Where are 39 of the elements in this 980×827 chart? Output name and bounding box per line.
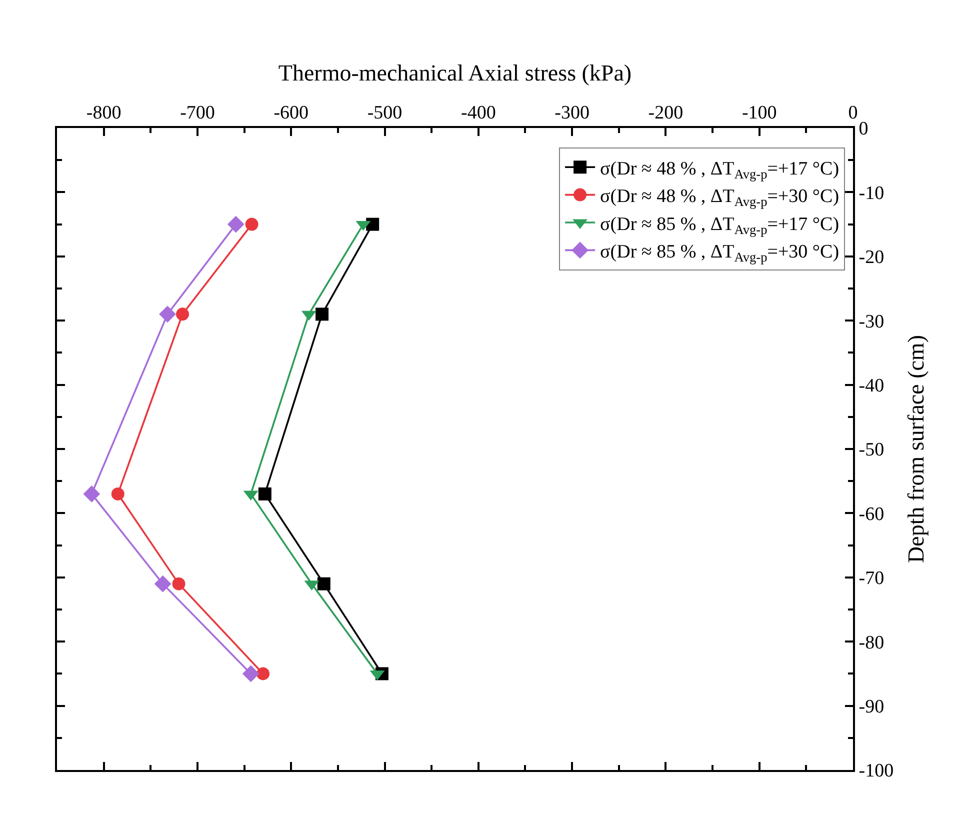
- point: [227, 216, 244, 233]
- point: [317, 577, 330, 590]
- x-tick-label: -600: [274, 102, 309, 124]
- x-tick-label: -800: [86, 102, 122, 124]
- y-tick-label: -100: [858, 760, 894, 782]
- y-tick-label: -20: [858, 247, 884, 268]
- y-tick-label: -80: [858, 632, 884, 654]
- point: [111, 487, 124, 500]
- point: [258, 487, 272, 500]
- point: [154, 575, 172, 592]
- y-tick-label: -70: [858, 568, 884, 590]
- x-tick-label: -200: [648, 102, 684, 124]
- point: [245, 218, 258, 231]
- y-tick-label: -60: [858, 504, 884, 525]
- y-tick-label: 0: [858, 118, 868, 140]
- point: [176, 308, 189, 321]
- x-tick-label: -500: [367, 102, 402, 124]
- x-tick-label: -700: [180, 102, 215, 124]
- x-tick-label: -400: [460, 102, 496, 124]
- x-tick-label: -100: [742, 102, 777, 124]
- point: [83, 485, 100, 502]
- y-axis-title: Depth from surface (cm): [904, 335, 929, 563]
- point: [366, 218, 380, 231]
- legend-label: σ(Dr ≈ 85 % , ΔT$_{Avg-p}$=+17 °C): [600, 214, 840, 237]
- x-tick-label: -300: [554, 102, 590, 124]
- y-tick-label: -40: [858, 375, 884, 396]
- legend-label: σ(Dr ≈ 48 % , ΔT$_{Avg-p}$=+17 °C): [600, 158, 840, 182]
- y-tick-label: -50: [858, 440, 884, 461]
- point: [316, 308, 329, 321]
- y-tick-label: -30: [858, 311, 884, 332]
- y-tick-label: -10: [858, 182, 884, 204]
- legend-label: σ(Dr ≈ 85 % , ΔT$_{Avg-p}$=+30 °C): [600, 242, 840, 265]
- point: [256, 667, 270, 680]
- point: [242, 665, 260, 682]
- point: [159, 306, 176, 323]
- point: [172, 577, 186, 590]
- legend-label: σ(Dr ≈ 48 % , ΔT$_{Avg-p}$=+30 °C): [600, 186, 840, 210]
- y-tick-label: -90: [858, 696, 884, 718]
- x-axis-title: Thermo-mechanical Axial stress (kPa): [278, 60, 632, 86]
